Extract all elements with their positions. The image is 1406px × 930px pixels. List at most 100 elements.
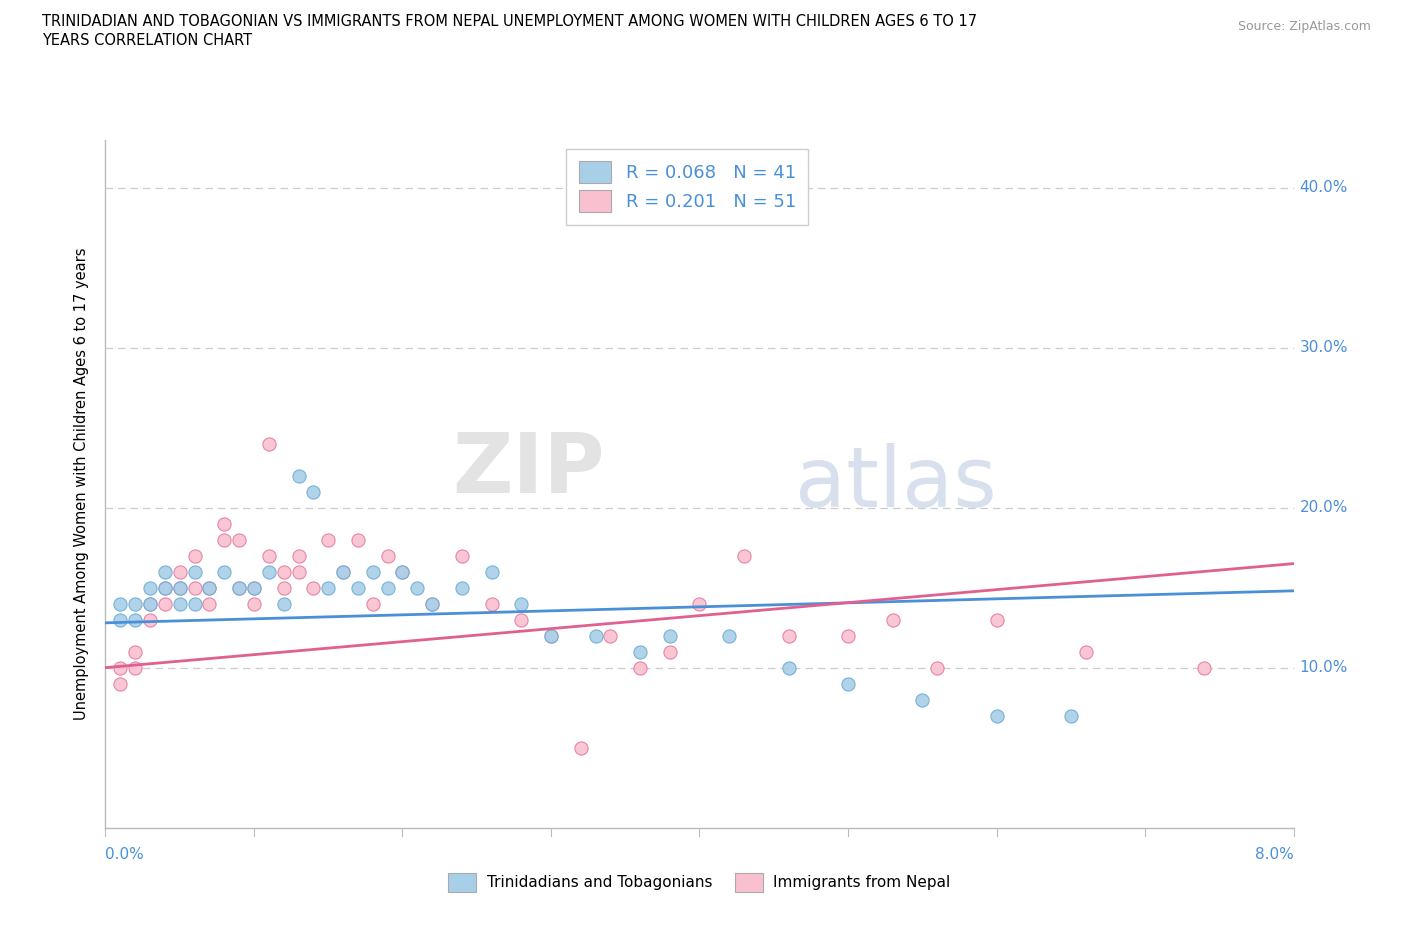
Point <box>481 565 503 579</box>
Point <box>510 612 533 627</box>
Point <box>139 580 162 595</box>
Point <box>139 596 162 611</box>
Text: YEARS CORRELATION CHART: YEARS CORRELATION CHART <box>42 33 252 47</box>
Point <box>183 580 205 595</box>
Point <box>183 596 205 611</box>
Legend: Trinidadians and Tobagonians, Immigrants from Nepal: Trinidadians and Tobagonians, Immigrants… <box>441 865 957 899</box>
Point <box>986 612 1008 627</box>
Text: Source: ZipAtlas.com: Source: ZipAtlas.com <box>1237 20 1371 33</box>
Point <box>153 580 176 595</box>
Point <box>139 596 162 611</box>
Point <box>287 565 309 579</box>
Point <box>391 565 413 579</box>
Point <box>214 565 236 579</box>
Point <box>257 436 280 451</box>
Point <box>540 628 562 643</box>
Point <box>347 580 370 595</box>
Point <box>837 676 859 691</box>
Point <box>169 580 191 595</box>
Point <box>302 580 325 595</box>
Point <box>228 532 250 547</box>
Point <box>628 660 651 675</box>
Point <box>273 565 295 579</box>
Point <box>124 612 146 627</box>
Point <box>287 468 309 483</box>
Point <box>214 532 236 547</box>
Point <box>124 596 146 611</box>
Point <box>778 660 800 675</box>
Point <box>540 628 562 643</box>
Point <box>718 628 741 643</box>
Point <box>733 548 755 563</box>
Point <box>169 580 191 595</box>
Point <box>332 565 354 579</box>
Point <box>273 596 295 611</box>
Point <box>228 580 250 595</box>
Point <box>599 628 621 643</box>
Text: 10.0%: 10.0% <box>1299 660 1348 675</box>
Point <box>927 660 949 675</box>
Point <box>243 580 266 595</box>
Point <box>1074 644 1097 659</box>
Point <box>420 596 443 611</box>
Point <box>243 580 266 595</box>
Point <box>110 596 132 611</box>
Point <box>1194 660 1216 675</box>
Point <box>228 580 250 595</box>
Text: 40.0%: 40.0% <box>1299 180 1348 195</box>
Point <box>391 565 413 579</box>
Point <box>153 596 176 611</box>
Point <box>287 548 309 563</box>
Point <box>198 596 221 611</box>
Point <box>139 612 162 627</box>
Point <box>183 548 205 563</box>
Point <box>1060 709 1083 724</box>
Point <box>347 532 370 547</box>
Point <box>911 692 934 707</box>
Point <box>153 580 176 595</box>
Y-axis label: Unemployment Among Women with Children Ages 6 to 17 years: Unemployment Among Women with Children A… <box>75 247 90 720</box>
Text: ZIP: ZIP <box>451 430 605 511</box>
Point <box>569 740 592 755</box>
Point <box>377 548 399 563</box>
Point <box>110 676 132 691</box>
Point <box>332 565 354 579</box>
Point <box>198 580 221 595</box>
Point <box>110 612 132 627</box>
Point <box>124 660 146 675</box>
Point <box>420 596 443 611</box>
Point <box>198 580 221 595</box>
Point <box>882 612 904 627</box>
Text: 8.0%: 8.0% <box>1254 847 1294 862</box>
Point <box>658 644 681 659</box>
Point <box>628 644 651 659</box>
Point <box>689 596 711 611</box>
Point <box>406 580 429 595</box>
Point <box>169 565 191 579</box>
Point <box>124 644 146 659</box>
Point <box>510 596 533 611</box>
Point <box>214 516 236 531</box>
Text: 0.0%: 0.0% <box>105 847 145 862</box>
Point <box>481 596 503 611</box>
Point <box>316 532 339 547</box>
Point <box>658 628 681 643</box>
Point <box>302 485 325 499</box>
Text: TRINIDADIAN AND TOBAGONIAN VS IMMIGRANTS FROM NEPAL UNEMPLOYMENT AMONG WOMEN WIT: TRINIDADIAN AND TOBAGONIAN VS IMMIGRANTS… <box>42 14 977 29</box>
Point <box>257 565 280 579</box>
Point <box>110 660 132 675</box>
Point <box>377 580 399 595</box>
Text: 30.0%: 30.0% <box>1299 340 1348 355</box>
Point <box>243 596 266 611</box>
Text: 20.0%: 20.0% <box>1299 500 1348 515</box>
Point <box>837 628 859 643</box>
Point <box>986 709 1008 724</box>
Point <box>316 580 339 595</box>
Point <box>257 548 280 563</box>
Point <box>361 565 384 579</box>
Text: atlas: atlas <box>794 443 997 525</box>
Point <box>585 628 607 643</box>
Point <box>153 565 176 579</box>
Point <box>778 628 800 643</box>
Point <box>273 580 295 595</box>
